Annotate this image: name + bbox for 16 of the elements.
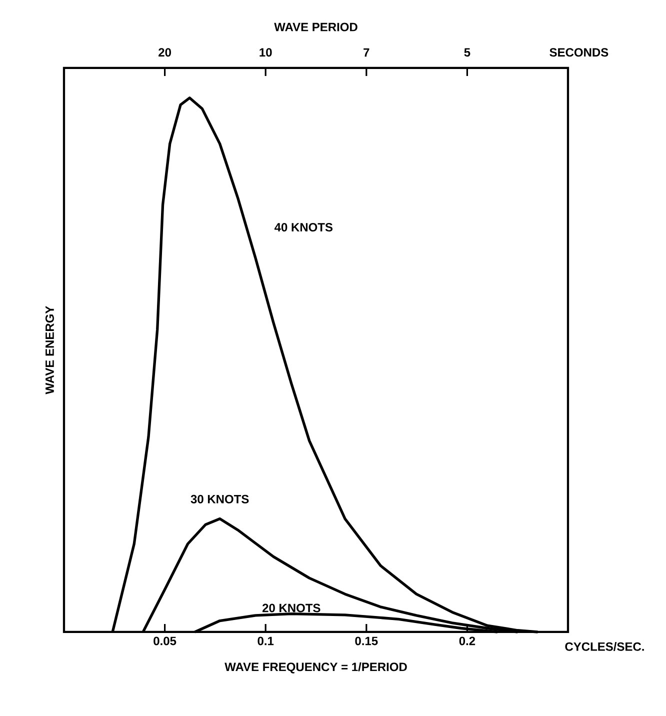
text: 20 — [158, 48, 171, 57]
text: SECONDS — [550, 48, 608, 57]
x2-axis-title: WAVE PERIOD — [274, 22, 358, 32]
x-tick-label: 0.1 — [258, 636, 274, 646]
text: CYCLES/SEC. — [565, 642, 644, 651]
x-axis-title: WAVE FREQUENCY = 1/PERIOD — [224, 662, 407, 674]
x-tick-label: 0.2 — [459, 636, 476, 646]
text: 10 — [260, 48, 272, 57]
text: 7 — [364, 48, 370, 57]
text: 5 — [464, 48, 470, 57]
text: 40 KNOTS — [274, 222, 332, 232]
x-tick-label: 0.05 — [154, 636, 176, 646]
x-tick-label: 0.15 — [355, 636, 378, 646]
y-axis-title: WAVE ENERGY — [45, 306, 54, 394]
series-label: 20 KNOTS — [262, 604, 320, 612]
series-label: 30 KNOTS — [190, 494, 249, 504]
